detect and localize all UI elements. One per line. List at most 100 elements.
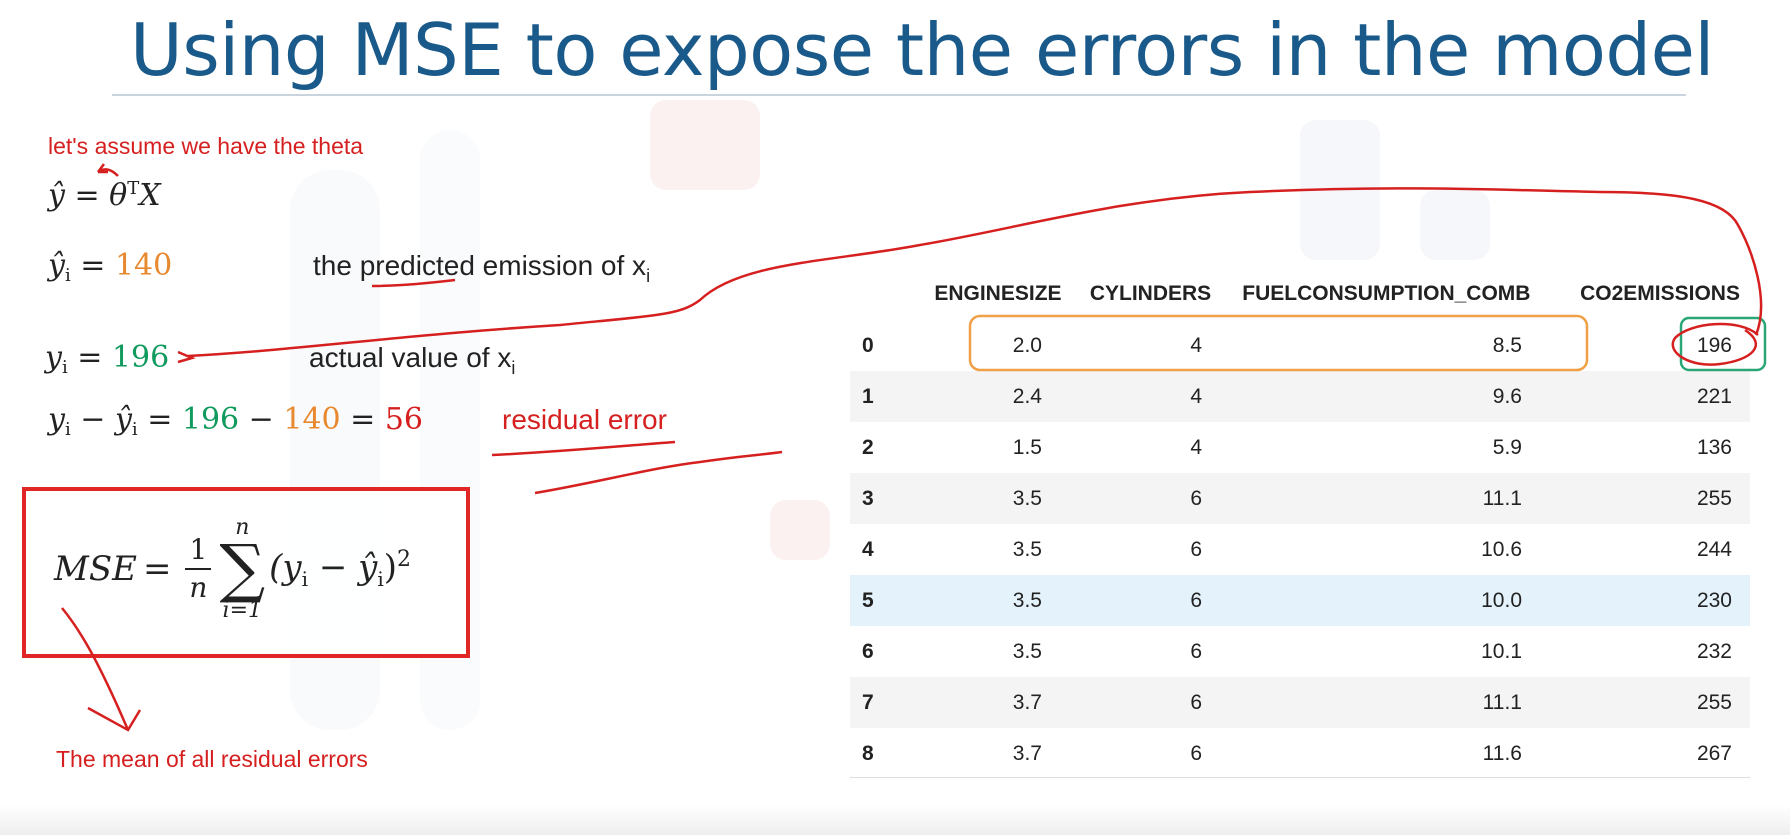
row-index: 8 bbox=[862, 741, 874, 765]
summation-symbol: ∑ bbox=[219, 532, 266, 606]
annotation-residual-error: residual error bbox=[502, 404, 667, 435]
slide-title: Using MSE to expose the errors in the mo… bbox=[130, 8, 1714, 92]
equation-predicted: ŷi = 140 bbox=[48, 248, 173, 286]
summation-upper-limit: n bbox=[235, 515, 250, 540]
fraction-numerator: 1 bbox=[189, 533, 208, 567]
mse-formula: MSE = 1 n n ∑ i=1 (yi − ŷi)2 bbox=[54, 515, 411, 623]
cell-fuelconsumption: 11.1 bbox=[1482, 690, 1522, 714]
equation-residual: yi − ŷi = 196 − 140 = 56 bbox=[48, 402, 424, 440]
header-enginesize: ENGINESIZE bbox=[934, 282, 1062, 305]
cell-fuelconsumption: 5.9 bbox=[1492, 435, 1522, 459]
theta-pointer-arrow bbox=[97, 163, 119, 177]
residual-actual-value: 196 bbox=[181, 402, 240, 437]
fraction-denominator: n bbox=[189, 571, 208, 605]
y-hat-symbol: ŷ bbox=[48, 248, 65, 283]
background-decoration bbox=[1300, 120, 1380, 260]
cell-enginesize: 1.5 bbox=[1012, 435, 1042, 459]
row-index: 5 bbox=[862, 588, 874, 612]
actual-value: 196 bbox=[111, 340, 170, 375]
cell-co2emissions: 267 bbox=[1696, 741, 1732, 765]
y-hat-symbol: ŷ bbox=[114, 402, 132, 437]
subscript-i: i bbox=[64, 265, 71, 286]
row-index: 4 bbox=[862, 537, 874, 561]
residual-pointer bbox=[534, 450, 783, 495]
cell-cylinders: 6 bbox=[1190, 588, 1202, 612]
cell-fuelconsumption: 10.6 bbox=[1481, 537, 1522, 561]
subscript-i: i bbox=[131, 419, 138, 440]
cell-cylinders: 6 bbox=[1190, 690, 1202, 714]
subscript-i: i bbox=[64, 419, 71, 440]
equation-actual: yi = 196 bbox=[45, 340, 170, 378]
table-row: 2 1.5 4 5.9 136 bbox=[850, 422, 1750, 473]
cell-cylinders: 4 bbox=[1190, 384, 1202, 408]
predicted-description: the predicted emission of xi bbox=[313, 250, 650, 287]
cell-fuelconsumption: 10.1 bbox=[1481, 639, 1522, 663]
background-decoration bbox=[770, 500, 830, 560]
table-header-row: ENGINESIZE CYLINDERS FUELCONSUMPTION_COM… bbox=[850, 268, 1750, 320]
cell-enginesize: 2.0 bbox=[1012, 333, 1042, 357]
table-row: 0 2.0 4 8.5 196 bbox=[850, 320, 1750, 371]
annotation-mean-of-residuals: The mean of all residual errors bbox=[56, 746, 368, 772]
table-row: 3 3.5 6 11.1 255 bbox=[850, 473, 1750, 524]
residual-result: 56 bbox=[384, 402, 424, 437]
actual-description: actual value of xi bbox=[309, 342, 515, 379]
table-row: 7 3.7 6 11.1 255 bbox=[850, 677, 1750, 728]
row-index: 3 bbox=[862, 486, 874, 510]
y-symbol: y bbox=[48, 402, 65, 437]
cell-enginesize: 3.7 bbox=[1012, 690, 1042, 714]
cell-co2emissions: 255 bbox=[1696, 486, 1732, 510]
cell-co2emissions: 255 bbox=[1696, 690, 1732, 714]
transpose-superscript: T bbox=[127, 178, 140, 199]
background-decoration bbox=[1420, 190, 1490, 260]
table-row: 6 3.5 6 10.1 232 bbox=[850, 626, 1750, 677]
row-index: 7 bbox=[862, 690, 874, 714]
cell-fuelconsumption: 8.5 bbox=[1492, 333, 1522, 357]
x-symbol: X bbox=[139, 178, 161, 213]
cell-cylinders: 4 bbox=[1190, 435, 1202, 459]
table-row: 8 3.7 6 11.6 267 bbox=[850, 728, 1750, 779]
cell-cylinders: 6 bbox=[1190, 741, 1202, 765]
arrow-head bbox=[177, 350, 196, 364]
row-index: 2 bbox=[862, 435, 874, 459]
cell-enginesize: 3.5 bbox=[1012, 537, 1042, 561]
cell-cylinders: 6 bbox=[1190, 486, 1202, 510]
description-subscript: i bbox=[511, 358, 516, 378]
table-row: 4 3.5 6 10.6 244 bbox=[850, 524, 1750, 575]
squared-exponent: 2 bbox=[397, 547, 411, 573]
y-hat-symbol: ŷ bbox=[48, 178, 65, 213]
mse-label: MSE bbox=[54, 549, 137, 590]
fraction-one-over-n: 1 n bbox=[185, 533, 212, 605]
cell-enginesize: 3.5 bbox=[1012, 639, 1042, 663]
annotation-assume-theta: let's assume we have the theta bbox=[48, 133, 364, 159]
residual-predicted-value: 140 bbox=[283, 402, 341, 437]
cell-co2emissions: 232 bbox=[1696, 639, 1732, 663]
summation: n ∑ i=1 bbox=[219, 517, 265, 622]
table-row-highlighted: 5 3.5 6 10.0 230 bbox=[850, 575, 1750, 626]
table-bottom-rule bbox=[850, 777, 1750, 778]
cell-fuelconsumption: 9.6 bbox=[1492, 384, 1522, 408]
equation-model: ŷ = θTX bbox=[48, 178, 161, 213]
header-cylinders: CYLINDERS bbox=[1089, 282, 1212, 305]
theta-symbol: θ bbox=[109, 178, 128, 213]
predicted-value: 140 bbox=[114, 248, 173, 283]
header-fuelconsumption: FUELCONSUMPTION_COMB bbox=[1242, 282, 1531, 305]
cell-fuelconsumption: 10.0 bbox=[1481, 588, 1522, 612]
row-index: 0 bbox=[862, 333, 874, 357]
bottom-band bbox=[0, 805, 1790, 835]
subscript-i: i bbox=[61, 357, 68, 378]
cell-cylinders: 6 bbox=[1190, 537, 1202, 561]
cell-fuelconsumption: 11.6 bbox=[1482, 741, 1522, 765]
cell-cylinders: 4 bbox=[1190, 333, 1202, 357]
title-underline bbox=[112, 94, 1686, 96]
row-index: 1 bbox=[862, 384, 874, 408]
cell-enginesize: 3.7 bbox=[1012, 741, 1042, 765]
cell-cylinders: 6 bbox=[1190, 639, 1202, 663]
cell-enginesize: 2.4 bbox=[1012, 384, 1042, 408]
mse-formula-box: MSE = 1 n n ∑ i=1 (yi − ŷi)2 bbox=[22, 487, 470, 658]
summation-lower-limit: i=1 bbox=[222, 597, 263, 623]
cell-co2emissions: 244 bbox=[1696, 537, 1732, 561]
cell-co2emissions: 136 bbox=[1696, 435, 1732, 459]
summation-term: (yi − ŷi)2 bbox=[269, 547, 411, 592]
residual-underline bbox=[491, 440, 676, 457]
cell-fuelconsumption: 11.1 bbox=[1482, 486, 1522, 510]
